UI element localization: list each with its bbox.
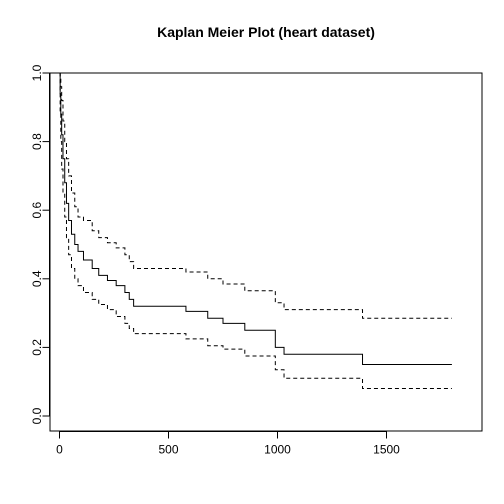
y-tick-label: 0.2 xyxy=(30,339,44,356)
survival-curve-line xyxy=(59,72,452,366)
y-tick-label: 1.0 xyxy=(30,64,44,81)
lower-ci-line xyxy=(59,72,452,390)
upper-ci-line xyxy=(59,72,452,319)
y-tick-label: 0.4 xyxy=(30,270,44,287)
x-tick-label: 1000 xyxy=(264,443,291,457)
x-tick-label: 1500 xyxy=(373,443,400,457)
x-axis: 0 500 1000 1500 xyxy=(56,431,400,457)
y-tick-label: 0.6 xyxy=(30,202,44,219)
plot-frame xyxy=(49,72,483,432)
chart-title: Kaplan Meier Plot (heart dataset) xyxy=(157,24,375,40)
x-tick-label: 0 xyxy=(56,443,63,457)
x-tick-label: 500 xyxy=(158,443,178,457)
y-tick-label: 0.0 xyxy=(30,407,44,424)
series-layer xyxy=(59,72,452,390)
y-tick-label: 0.8 xyxy=(30,133,44,150)
y-axis: 0.0 0.2 0.4 0.6 0.8 1.0 xyxy=(30,64,50,424)
